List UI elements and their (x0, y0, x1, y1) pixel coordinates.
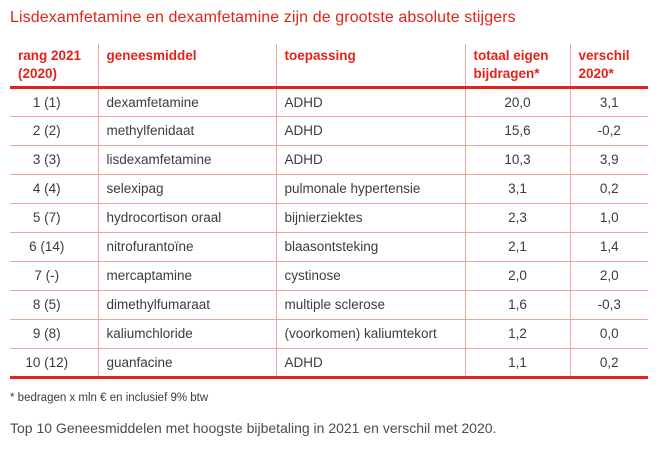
figure-title: Lisdexamfetamine en dexamfetamine zijn d… (10, 9, 516, 26)
cell-total: 15,6 (465, 116, 571, 146)
cell-use: blaasontsteking (276, 232, 466, 262)
cell-total: 20,0 (465, 87, 571, 117)
cell-rank: 4 (4) (10, 174, 99, 204)
table-row: 2 (2) methylfenidaat ADHD 15,6 -0,2 (10, 116, 648, 146)
table-row: 7 (-) mercaptamine cystinose 2,0 2,0 (10, 261, 648, 291)
cell-total: 2,1 (465, 232, 571, 262)
cell-use: ADHD (276, 348, 466, 379)
cell-use: ADHD (276, 116, 466, 146)
cell-total: 1,6 (465, 290, 571, 320)
cell-drug: methylfenidaat (98, 116, 277, 146)
table-row: 10 (12) guanfacine ADHD 1,1 0,2 (10, 348, 648, 379)
table-row: 6 (14) nitrofurantoïne blaasontsteking 2… (10, 232, 648, 262)
table-row: 4 (4) selexipag pulmonale hypertensie 3,… (10, 174, 648, 204)
cell-total: 1,1 (465, 348, 571, 379)
cell-drug: kaliumchloride (98, 319, 277, 349)
table-row: 1 (1) dexamfetamine ADHD 20,0 3,1 (10, 87, 648, 117)
column-header-rank: rang 2021 (2020) (10, 44, 99, 89)
column-header-diff: verschil 2020* (570, 44, 648, 89)
cell-drug: lisdexamfetamine (98, 145, 277, 175)
cell-rank: 8 (5) (10, 290, 99, 320)
cell-diff: 1,4 (570, 232, 648, 262)
cell-diff: 1,0 (570, 203, 648, 233)
cell-diff: -0,3 (570, 290, 648, 320)
cell-diff: 2,0 (570, 261, 648, 291)
table-footnote: * bedragen x mln € en inclusief 9% btw (10, 391, 209, 404)
cell-use: multiple sclerose (276, 290, 466, 320)
cell-rank: 9 (8) (10, 319, 99, 349)
cell-drug: nitrofurantoïne (98, 232, 277, 262)
cell-drug: selexipag (98, 174, 277, 204)
cell-drug: guanfacine (98, 348, 277, 379)
cell-rank: 3 (3) (10, 145, 99, 175)
table-row: 8 (5) dimethylfumaraat multiple sclerose… (10, 290, 648, 320)
cell-diff: 0,0 (570, 319, 648, 349)
cell-drug: dimethylfumaraat (98, 290, 277, 320)
cell-diff: 3,1 (570, 87, 648, 117)
cell-total: 3,1 (465, 174, 571, 204)
cell-diff: 0,2 (570, 174, 648, 204)
cell-use: ADHD (276, 145, 466, 175)
top10-medicines-table: rang 2021 (2020) geneesmiddel toepassing… (10, 44, 648, 379)
cell-diff: -0,2 (570, 116, 648, 146)
cell-rank: 5 (7) (10, 203, 99, 233)
table-row: 3 (3) lisdexamfetamine ADHD 10,3 3,9 (10, 145, 648, 175)
table-row: 5 (7) hydrocortison oraal bijnierziektes… (10, 203, 648, 233)
table-header-row: rang 2021 (2020) geneesmiddel toepassing… (10, 44, 648, 89)
cell-use: pulmonale hypertensie (276, 174, 466, 204)
report-figure-page: Lisdexamfetamine en dexamfetamine zijn d… (0, 9, 664, 453)
cell-rank: 10 (12) (10, 348, 99, 379)
cell-rank: 6 (14) (10, 232, 99, 262)
column-header-drug: geneesmiddel (98, 44, 277, 89)
cell-use: bijnierziektes (276, 203, 466, 233)
cell-total: 2,0 (465, 261, 571, 291)
cell-drug: dexamfetamine (98, 87, 277, 117)
cell-diff: 3,9 (570, 145, 648, 175)
cell-total: 2,3 (465, 203, 571, 233)
cell-diff: 0,2 (570, 348, 648, 379)
cell-use: (voorkomen) kaliumtekort (276, 319, 466, 349)
table-row: 9 (8) kaliumchloride (voorkomen) kaliumt… (10, 319, 648, 349)
column-header-total: totaal eigen bijdragen* (465, 44, 571, 89)
cell-rank: 1 (1) (10, 87, 99, 117)
cell-total: 10,3 (465, 145, 571, 175)
cell-rank: 7 (-) (10, 261, 99, 291)
cell-total: 1,2 (465, 319, 571, 349)
cell-use: ADHD (276, 87, 466, 117)
figure-caption: Top 10 Geneesmiddelen met hoogste bijbet… (10, 419, 497, 436)
cell-use: cystinose (276, 261, 466, 291)
cell-drug: mercaptamine (98, 261, 277, 291)
cell-drug: hydrocortison oraal (98, 203, 277, 233)
cell-rank: 2 (2) (10, 116, 99, 146)
column-header-use: toepassing (276, 44, 466, 89)
